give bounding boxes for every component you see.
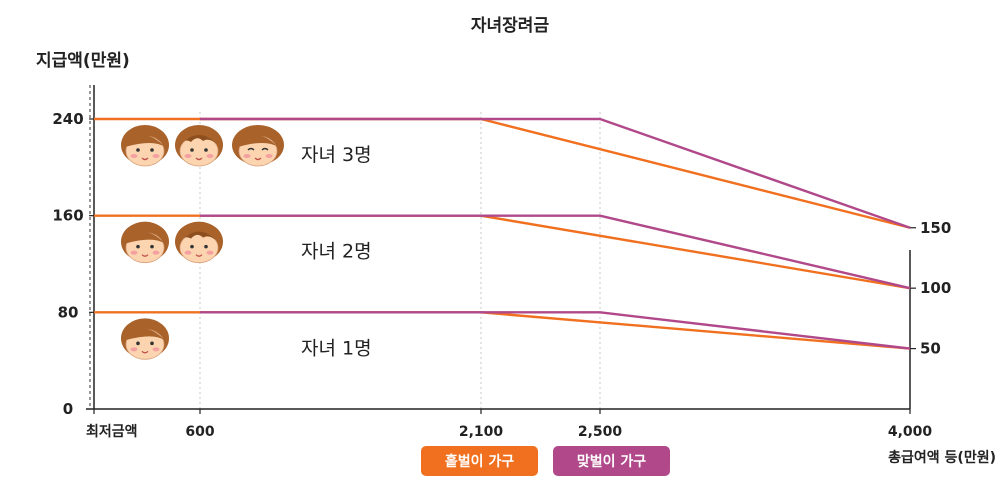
eye [150, 341, 154, 346]
eye [247, 147, 255, 151]
cheek [206, 154, 214, 158]
axes [86, 85, 916, 414]
group-label: 자녀 2명 [301, 241, 372, 263]
child-face [175, 221, 223, 264]
x-tick-label: 2,100 [459, 424, 504, 440]
y-right-tick-label: 50 [920, 340, 941, 358]
eye [190, 244, 194, 249]
child-face [175, 125, 223, 167]
child-face [121, 318, 169, 360]
eye [150, 244, 154, 249]
x-tick-label: 최저금액 [86, 423, 138, 440]
eye [190, 148, 194, 152]
legend-swatch [421, 446, 538, 476]
bangs [125, 135, 165, 147]
y-tick-label: 240 [52, 110, 83, 128]
eye [204, 244, 208, 249]
bangs [180, 135, 218, 145]
cheek [206, 250, 214, 255]
x-axis-label: 총급여액 등(만원) [888, 449, 996, 466]
mouth [254, 157, 262, 161]
legend-swatch [553, 446, 670, 476]
y-axis-label: 지급액(만원) [36, 51, 130, 71]
child-face [121, 221, 169, 264]
bangs [238, 135, 278, 147]
mouth [141, 157, 149, 161]
mouth [141, 350, 149, 354]
cheek [243, 154, 251, 158]
cheek [152, 250, 160, 255]
legend-label: 맞벌이 가구 [577, 453, 646, 470]
eye [261, 147, 269, 151]
series-lines [94, 117, 911, 350]
child-face [121, 125, 169, 167]
bangs [125, 231, 165, 244]
eye [136, 341, 140, 346]
child-face [232, 125, 284, 167]
eye [136, 148, 140, 152]
cheek [152, 347, 160, 352]
chart-title: 자녀장려금 [471, 16, 550, 36]
y-tick-label: 160 [52, 207, 83, 225]
mouth [195, 254, 203, 257]
eye [204, 148, 208, 152]
x-tick-label: 4,000 [888, 424, 933, 440]
cheek [130, 154, 138, 158]
cheek [265, 154, 273, 158]
y-tick-label: 80 [58, 303, 79, 321]
eye [136, 244, 140, 249]
series-line-single-income-1 [94, 311, 911, 350]
cheek [130, 250, 138, 255]
x-tick-label: 2,500 [578, 424, 623, 440]
series-line-dual-income-3 [200, 117, 911, 229]
group-label: 자녀 3명 [301, 144, 372, 166]
child-faces [121, 125, 284, 360]
legend: 홑벌이 가구 맞벌이 가구 [421, 446, 670, 476]
cheek [184, 154, 192, 158]
x-tick-label: 600 [185, 424, 214, 440]
eye [150, 148, 154, 152]
cheek [130, 347, 138, 352]
bangs [180, 231, 218, 242]
tick-labels: 0 80 160 240 50 100 150 최저금액 600 2,100 2,500 4,000 자… [52, 110, 951, 440]
y-right-tick-label: 150 [920, 219, 951, 237]
cheek [184, 250, 192, 255]
series-line-dual-income-1 [200, 311, 911, 350]
mouth [141, 254, 149, 257]
cheek [152, 154, 160, 158]
series-line-dual-income-2 [200, 214, 911, 290]
y-tick-label: 0 [63, 400, 73, 418]
y-right-tick-label: 100 [920, 279, 951, 297]
legend-label: 홑벌이 가구 [445, 453, 514, 470]
bangs [125, 328, 165, 341]
group-label: 자녀 1명 [301, 337, 372, 359]
mouth [195, 157, 203, 161]
